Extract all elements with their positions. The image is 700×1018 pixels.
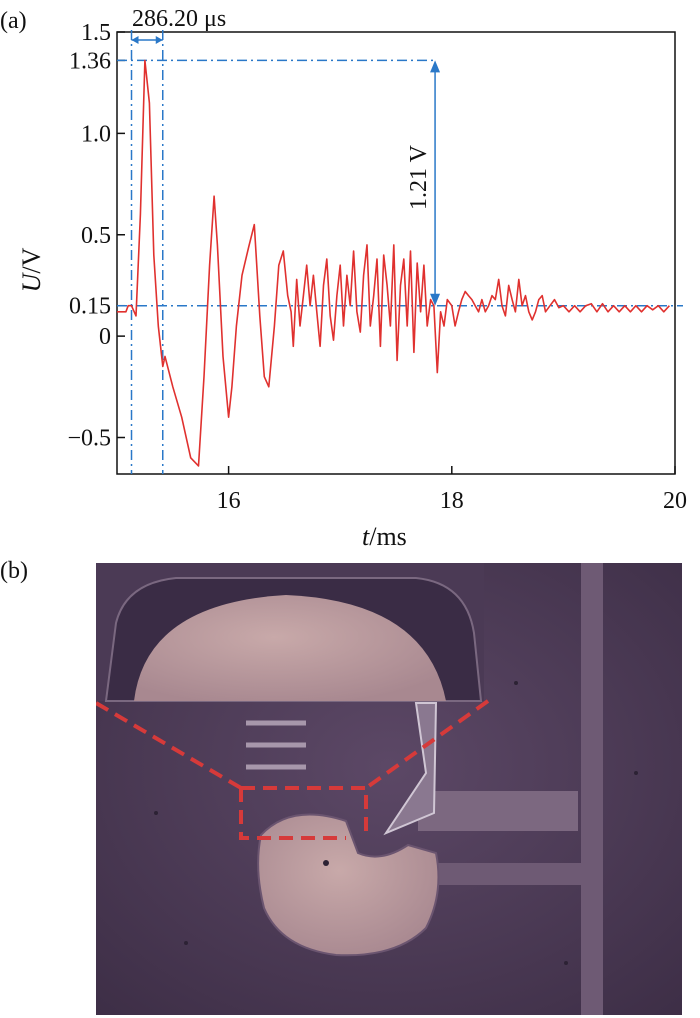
plot-frame	[116, 31, 676, 475]
y-tick-label: 0.15	[69, 294, 111, 320]
pulse-width-arrowheads	[131, 36, 163, 44]
y-tick-label: 1.36	[69, 48, 111, 74]
x-tick-label: 16	[217, 488, 241, 514]
y-axis-title: U/V	[17, 247, 46, 292]
serpentine-channel	[246, 720, 306, 770]
x-axis-title: t/ms	[362, 522, 407, 551]
waveform-chart: 16 18 20 −0.5 0 0.15 0.5 1.0 1.361.5 t/ms U/V 28…	[17, 6, 687, 551]
pulse-width-label: 286.20 μs	[132, 6, 226, 32]
voltage-series-line	[117, 59, 670, 467]
main-disc	[257, 813, 440, 957]
y-tick-label: −0.5	[67, 426, 111, 452]
x-tick-label: 18	[440, 488, 464, 514]
y-tick-label: 0	[99, 324, 111, 350]
x-tick-label: 20	[663, 488, 687, 514]
y-tick-label: 0.5	[81, 223, 111, 249]
zoom-indicator	[96, 699, 490, 840]
debris-specks	[154, 681, 638, 965]
panel-a-label: (a)	[0, 8, 27, 34]
amplitude-label: 1.21 V	[406, 144, 432, 210]
y-tick-label: 1.5	[81, 20, 111, 46]
series-layer	[117, 59, 670, 467]
annotation-group	[117, 30, 683, 474]
panel-b-label: (b)	[0, 558, 28, 584]
microscope-photo	[96, 563, 682, 1015]
electrode-vertical	[581, 563, 603, 1015]
tick-group: 16 18 20 −0.5 0 0.15 0.5 1.0 1.361.5	[67, 20, 687, 514]
electrode-horizontal	[416, 863, 581, 885]
probe-needle	[383, 702, 438, 836]
electrode-pad	[418, 791, 578, 831]
y-tick-label: 1.0	[81, 121, 111, 147]
inset-disc	[134, 595, 446, 701]
